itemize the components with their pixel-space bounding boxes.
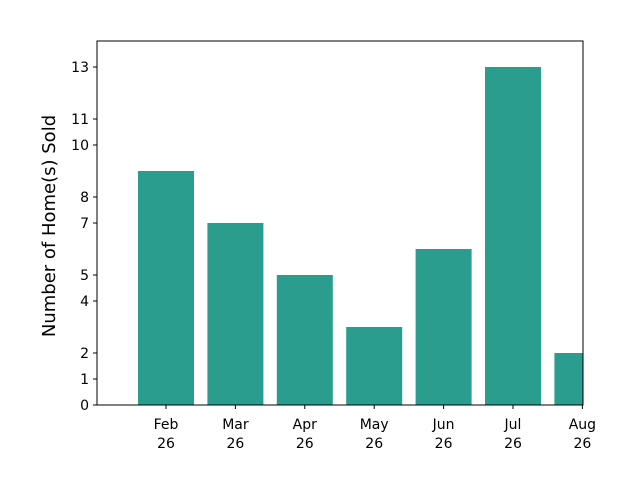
bar-aug-26 bbox=[554, 353, 583, 405]
y-tick-label: 7 bbox=[80, 216, 89, 232]
bar-mar-26 bbox=[207, 223, 264, 405]
y-axis-title: Number of Home(s) Sold bbox=[39, 115, 60, 337]
y-tick-label: 5 bbox=[80, 268, 89, 284]
x-tick-label: Jun 26 bbox=[432, 417, 455, 452]
x-tick-label: Aug 26 bbox=[569, 417, 596, 452]
y-tick-label: 10 bbox=[71, 138, 89, 154]
x-tick-label: Mar 26 bbox=[222, 417, 249, 452]
plot-frame bbox=[96, 40, 584, 406]
x-axis-ticks: Feb 26 Mar 26 Apr 26 May 26 Jun 26 Jul 26 Aug 26 bbox=[154, 405, 596, 452]
y-tick-label: 1 bbox=[80, 372, 89, 388]
y-tick-label: 11 bbox=[71, 112, 89, 128]
bar-jun-26 bbox=[415, 249, 472, 405]
y-tick-label: 0 bbox=[80, 398, 89, 414]
y-tick-label: 8 bbox=[80, 190, 89, 206]
bar-may-26 bbox=[346, 327, 403, 405]
x-tick-label: Feb 26 bbox=[154, 417, 179, 452]
bar-jul-26 bbox=[485, 67, 541, 405]
y-tick-label: 13 bbox=[71, 60, 89, 76]
y-axis-ticks: 0 1 2 4 5 7 8 10 11 13 bbox=[71, 60, 97, 414]
x-tick-label: Jul 26 bbox=[504, 417, 522, 452]
y-tick-label: 2 bbox=[80, 346, 89, 362]
bars-group bbox=[138, 67, 583, 405]
bar-apr-26 bbox=[276, 275, 333, 405]
x-tick-label: Apr 26 bbox=[293, 417, 317, 452]
y-tick-label: 4 bbox=[80, 294, 89, 310]
bar-feb-26 bbox=[138, 171, 194, 405]
x-tick-label: May 26 bbox=[360, 417, 389, 452]
